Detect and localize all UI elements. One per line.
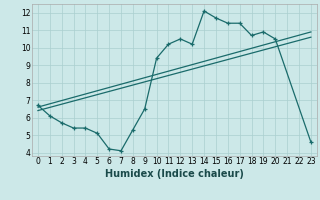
X-axis label: Humidex (Indice chaleur): Humidex (Indice chaleur): [105, 169, 244, 179]
